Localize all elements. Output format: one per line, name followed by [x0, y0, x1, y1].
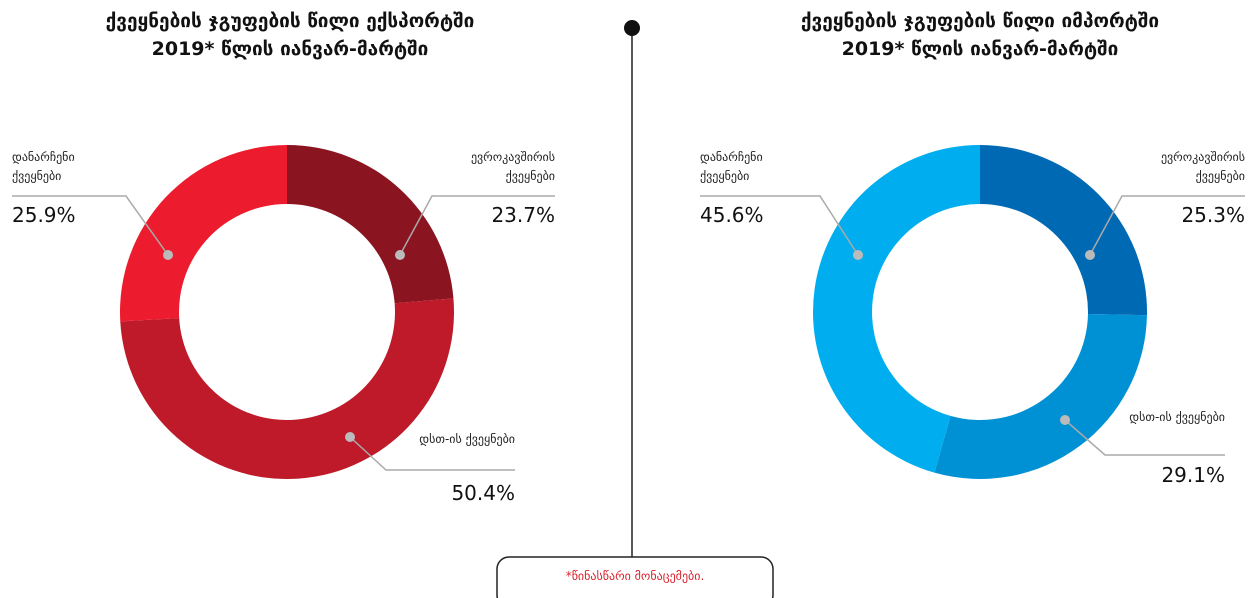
- leader-dot: [163, 250, 173, 260]
- leader-line: [700, 195, 859, 256]
- slice: [980, 145, 1148, 316]
- value-label: 25.9%: [12, 203, 76, 227]
- slice-label: დსთ-ის ქვეყნები: [419, 432, 515, 446]
- value-label: 25.3%: [1181, 203, 1245, 227]
- footnote-box: [496, 556, 774, 598]
- leader-dot: [345, 432, 355, 442]
- slice-label: ევროკავშირის ქვეყნები: [1160, 150, 1245, 183]
- footnote: *წინასწარი მონაცემები.: [565, 569, 705, 583]
- leader-line: [399, 195, 555, 256]
- leader-dot: [1060, 415, 1070, 425]
- slice: [934, 314, 1147, 479]
- slice: [120, 298, 455, 480]
- value-label: 29.1%: [1161, 463, 1225, 487]
- chart-title: ქვეყნების ჯგუფების წილი ექსპორტში: [105, 10, 475, 32]
- leader-line: [12, 195, 169, 256]
- slice: [812, 145, 980, 473]
- chart-subtitle: 2019* წლის იანვარ-მარტში: [841, 38, 1119, 60]
- leader-dot: [853, 250, 863, 260]
- leader-dot: [395, 250, 405, 260]
- leader-dot: [1085, 250, 1095, 260]
- slice: [287, 145, 454, 304]
- slice-label: დანარჩენი ქვეყნები: [700, 150, 763, 183]
- leader-line: [1089, 195, 1245, 256]
- chart-title: ქვეყნების ჯგუფების წილი იმპორტში: [800, 10, 1160, 32]
- value-label: 50.4%: [451, 481, 515, 505]
- divider-dot: [624, 20, 640, 36]
- chart-subtitle: 2019* წლის იანვარ-მარტში: [151, 38, 429, 60]
- value-label: 23.7%: [491, 203, 555, 227]
- slice-label: ევროკავშირის ქვეყნები: [470, 150, 555, 183]
- leader-line: [1064, 419, 1225, 456]
- value-label: 45.6%: [700, 203, 764, 227]
- leader-line: [349, 436, 515, 471]
- slice: [120, 145, 288, 322]
- slice-label: დანარჩენი ქვეყნები: [12, 150, 75, 183]
- slice-label: დსთ-ის ქვეყნები: [1129, 410, 1225, 424]
